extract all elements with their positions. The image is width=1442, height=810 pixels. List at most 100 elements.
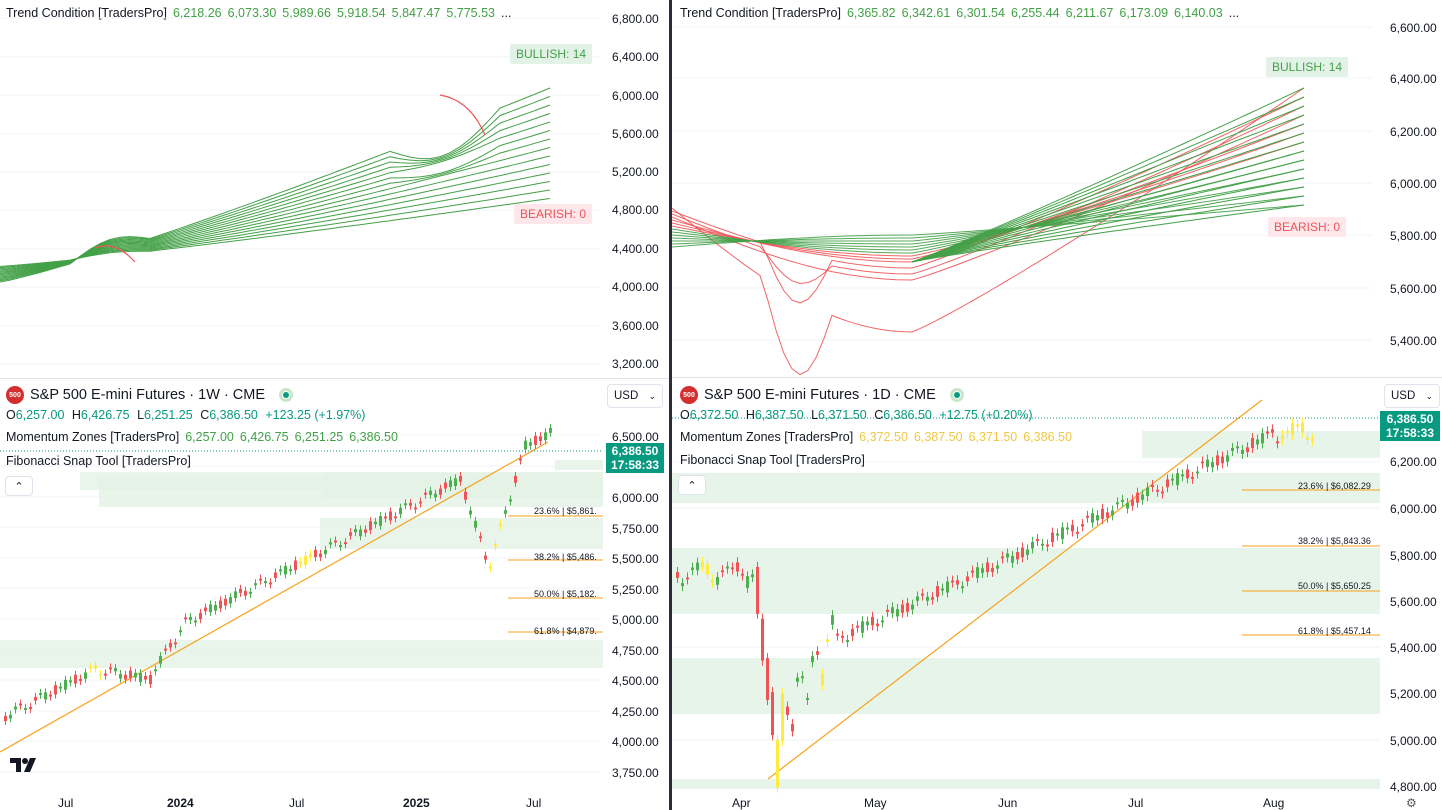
axis-label: 4,400.00	[612, 242, 659, 256]
axis-label: 4,750.00	[612, 644, 659, 658]
right-currency-button[interactable]: USD ⌄	[1384, 384, 1440, 408]
candle	[19, 703, 22, 706]
trend-line	[911, 123, 1305, 263]
candle	[194, 620, 197, 623]
candle	[966, 576, 969, 582]
right-symbol-title[interactable]: S&P 500 E-mini Futures · 1D · CME	[704, 387, 936, 403]
left-symbol-row[interactable]: 500 S&P 500 E-mini Futures · 1W · CME	[6, 386, 294, 404]
left-symbol-title[interactable]: S&P 500 E-mini Futures · 1W · CME	[30, 387, 266, 403]
trend-line	[911, 186, 1305, 263]
left-collapse-button[interactable]: ⌃	[5, 476, 33, 496]
bear-segment	[439, 94, 486, 136]
axis-label: 5,250.00	[612, 583, 659, 597]
right-symbol-row[interactable]: 500 S&P 500 E-mini Futures · 1D · CME	[680, 386, 964, 404]
candle	[1021, 547, 1024, 558]
candle	[499, 523, 502, 526]
momentum-title: Momentum Zones [TradersPro]	[6, 430, 180, 444]
momentum-zone	[0, 640, 603, 668]
candle	[1051, 532, 1054, 543]
candle	[354, 529, 357, 533]
candle	[429, 490, 432, 495]
candle	[309, 553, 312, 558]
candle	[514, 475, 517, 483]
candle	[24, 707, 27, 710]
candle	[544, 432, 547, 441]
trend-line	[911, 105, 1305, 263]
candle	[991, 568, 994, 573]
candle	[1101, 508, 1104, 519]
candle	[1026, 549, 1029, 555]
right-trend-legend[interactable]: Trend Condition [TradersPro] 6,365.82 6,3…	[680, 6, 1245, 20]
candle	[259, 578, 262, 581]
candle	[1276, 441, 1279, 444]
candle	[359, 529, 362, 537]
axis-label: 4,250.00	[612, 705, 659, 719]
candle	[906, 602, 909, 612]
right-price-plot[interactable]	[672, 377, 1442, 810]
candle	[134, 672, 137, 678]
right-chart-pane[interactable]: Trend Condition [TradersPro] 6,365.82 6,3…	[672, 0, 1442, 810]
axis-label: 6,500.00	[612, 430, 659, 444]
candle	[1266, 431, 1269, 434]
left-momentum-legend[interactable]: Momentum Zones [TradersPro] 6,257.00 6,42…	[6, 430, 404, 444]
candle	[174, 642, 177, 645]
candle	[756, 566, 759, 614]
candle	[184, 617, 187, 620]
left-chart-pane[interactable]: Trend Condition [TradersPro] 6,218.26 6,0…	[0, 0, 669, 810]
candle	[9, 714, 12, 719]
candle	[1071, 524, 1074, 532]
trend-line	[911, 132, 1305, 263]
axis-label: 5,600.00	[1390, 282, 1437, 296]
candle	[856, 625, 859, 628]
candle	[726, 566, 729, 569]
candle	[379, 516, 382, 526]
candle	[374, 521, 377, 525]
candle	[771, 692, 774, 736]
candle	[1151, 485, 1154, 488]
left-pane-separator[interactable]	[0, 378, 669, 379]
candle	[1251, 438, 1254, 448]
candle	[509, 499, 512, 502]
candle	[384, 516, 387, 519]
candle	[1246, 447, 1249, 453]
candle	[1011, 555, 1014, 563]
left-currency-button[interactable]: USD ⌄	[607, 384, 663, 408]
candle	[229, 597, 232, 604]
trend-line	[911, 96, 1305, 263]
time-label: 2025	[403, 796, 430, 810]
pane-divider[interactable]	[669, 0, 672, 810]
candle	[811, 656, 814, 663]
candle	[951, 580, 954, 583]
candle	[836, 633, 839, 636]
candle	[179, 630, 182, 633]
candle	[44, 692, 47, 700]
left-fib-legend[interactable]: Fibonacci Snap Tool [TradersPro]	[6, 454, 191, 468]
fib-label: 61.8% | $4,879.	[534, 626, 597, 636]
candle	[781, 693, 784, 741]
right-pane-separator[interactable]	[672, 377, 1442, 378]
candle	[746, 576, 749, 588]
candle	[334, 540, 337, 543]
left-price-plot[interactable]	[0, 378, 669, 810]
fib-label: 38.2% | $5,843.36	[1298, 536, 1371, 546]
candle	[826, 639, 829, 642]
right-collapse-button[interactable]: ⌃	[678, 475, 706, 495]
left-trend-legend[interactable]: Trend Condition [TradersPro] 6,218.26 6,0…	[6, 6, 517, 20]
candle	[1186, 469, 1189, 479]
fib-title: Fibonacci Snap Tool [TradersPro]	[6, 454, 191, 468]
momentum-zone	[99, 477, 603, 507]
right-trend-title: Trend Condition [TradersPro]	[680, 6, 841, 20]
candle	[901, 604, 904, 613]
tradingview-logo-icon[interactable]	[10, 756, 40, 779]
right-trend-values: 6,365.82 6,342.61 6,301.54 6,255.44 6,211.67…	[846, 6, 1240, 20]
candle	[896, 609, 899, 617]
right-fib-legend[interactable]: Fibonacci Snap Tool [TradersPro]	[680, 453, 865, 467]
right-momentum-legend[interactable]: Momentum Zones [TradersPro] 6,372.50 6,38…	[680, 430, 1078, 444]
momentum-zone	[555, 460, 603, 470]
left-trend-plot[interactable]	[0, 0, 669, 378]
right-trend-plot[interactable]	[672, 0, 1442, 378]
left-bearish-badge: BEARISH: 0	[514, 204, 593, 224]
axis-label: 5,000.00	[1390, 734, 1437, 748]
settings-gear-icon[interactable]: ⚙	[1406, 796, 1417, 810]
candle	[459, 475, 462, 482]
